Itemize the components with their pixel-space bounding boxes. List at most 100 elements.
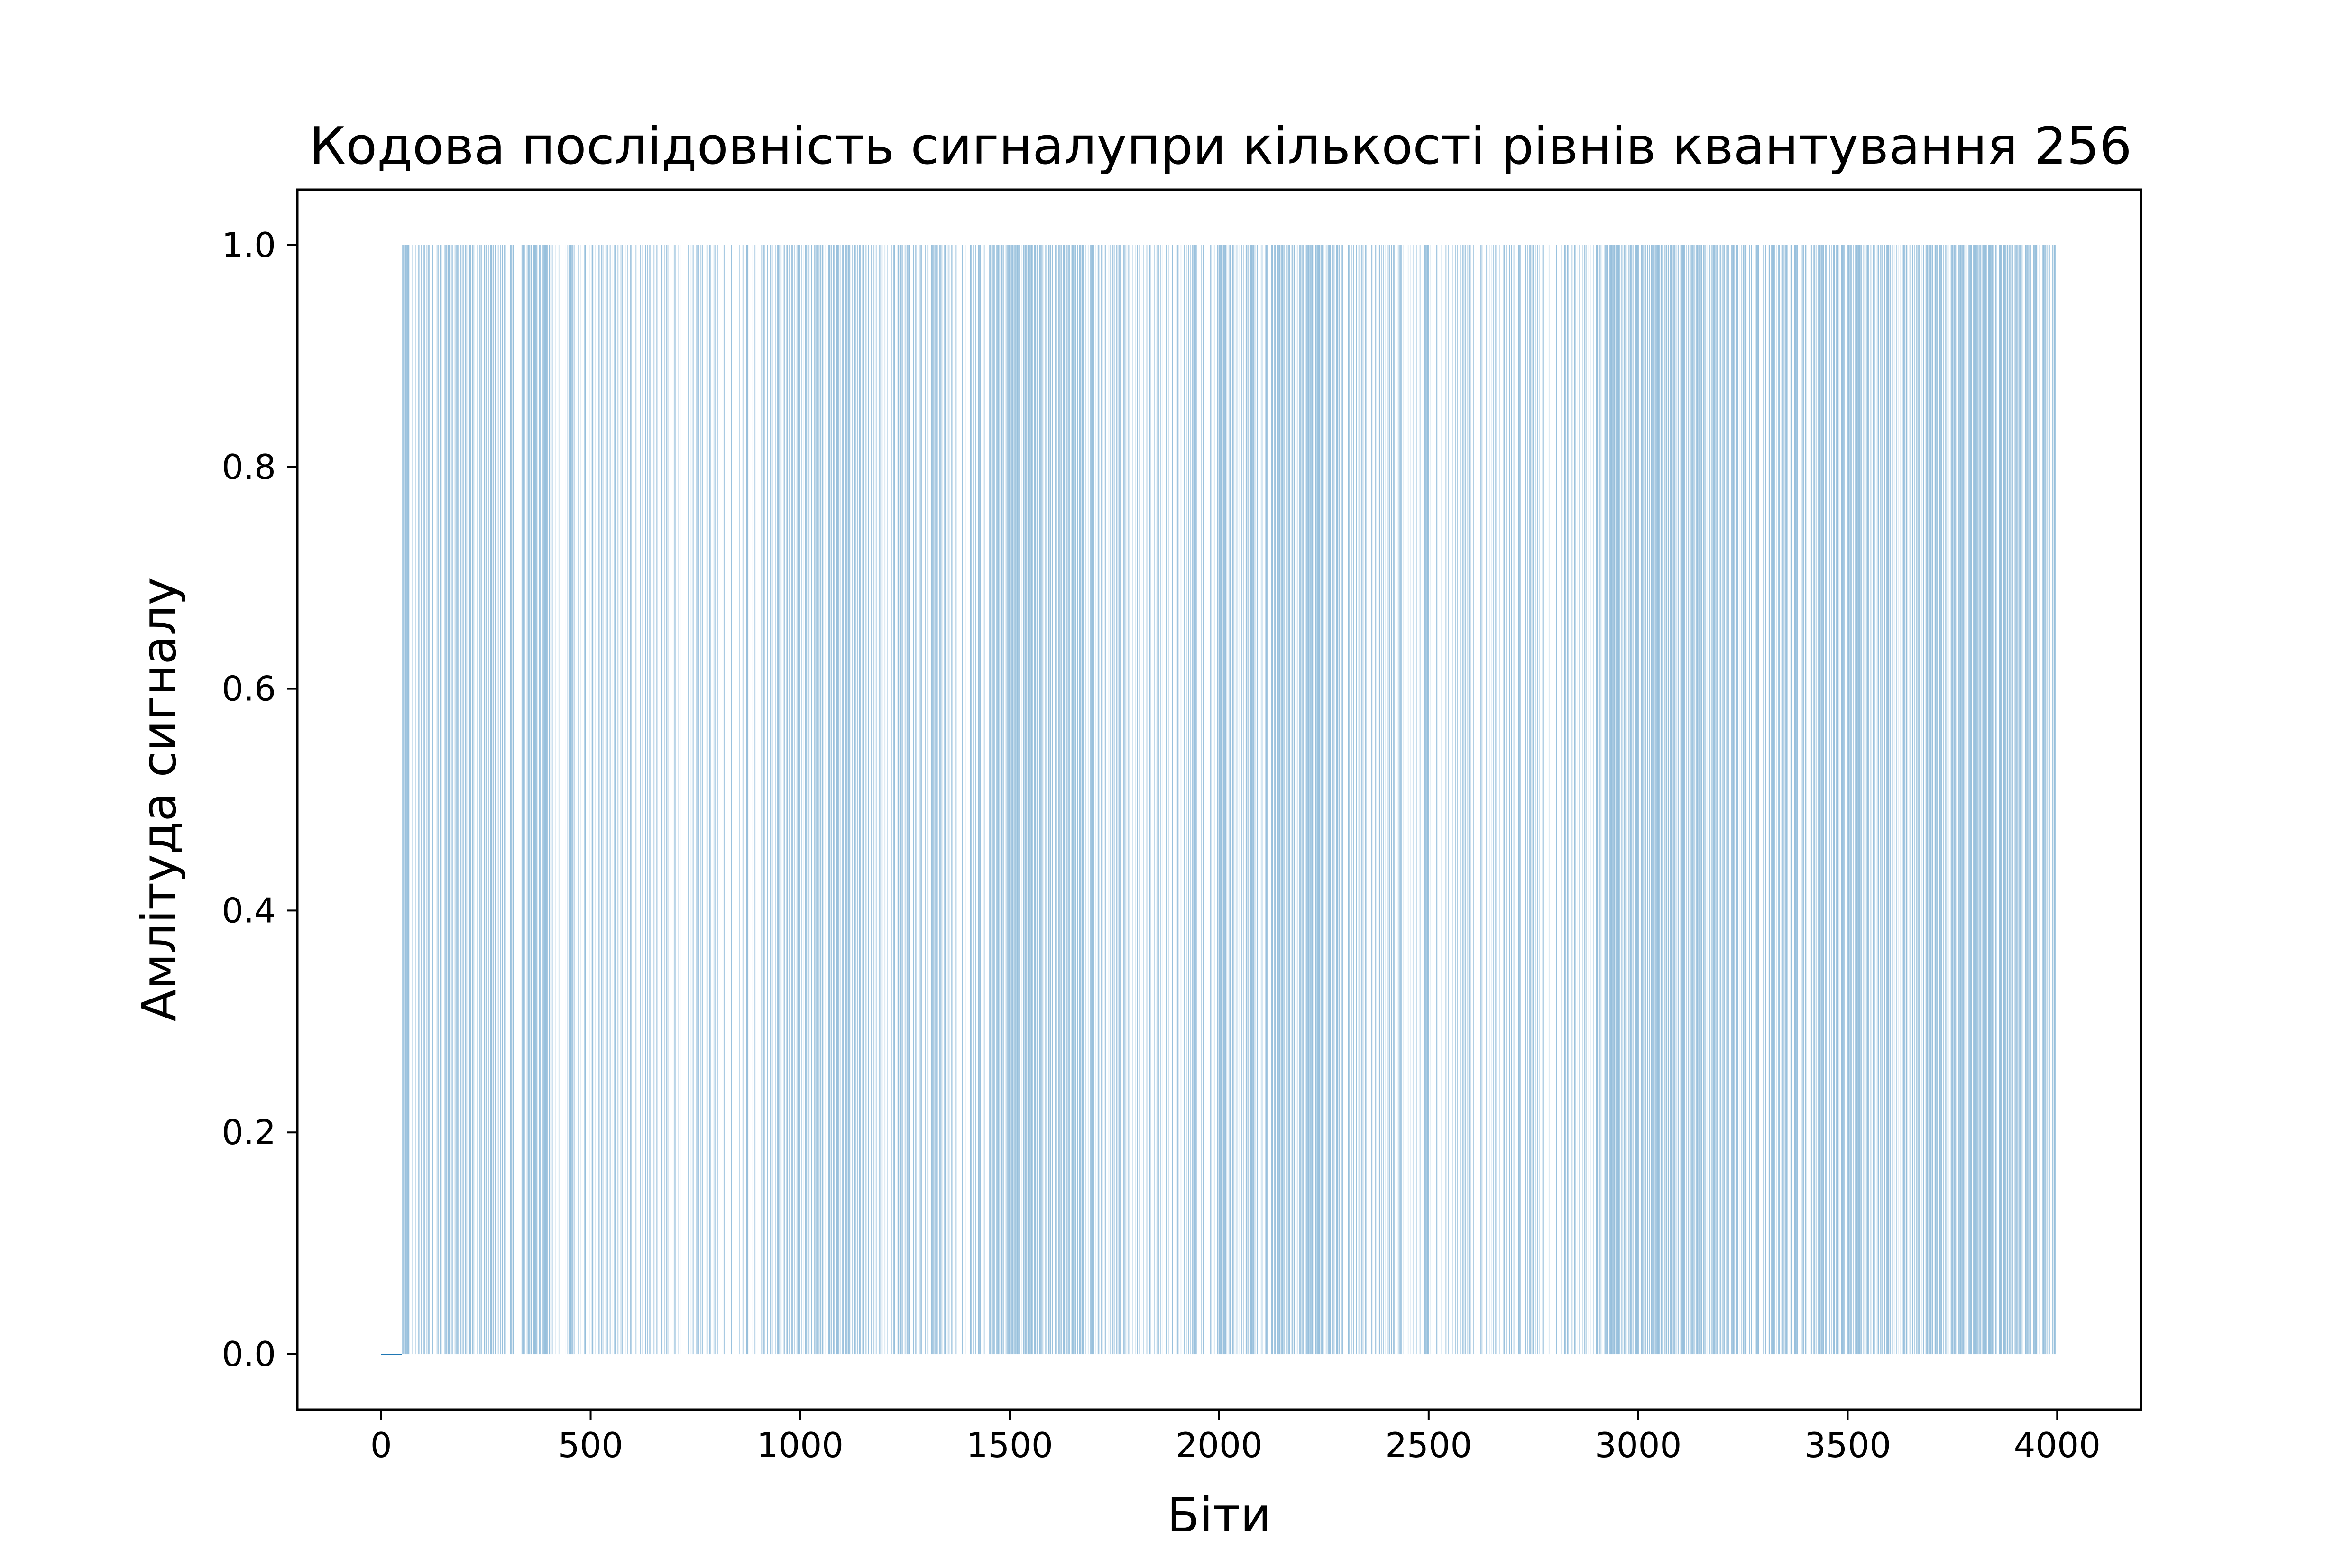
bit-bar (542, 245, 543, 1355)
bit-bar (1692, 245, 1693, 1355)
bit-bar (1251, 245, 1252, 1355)
bit-bar (871, 245, 872, 1355)
bit-bar (1221, 245, 1222, 1355)
bit-bar (1356, 245, 1357, 1355)
bit-bar (2044, 245, 2045, 1355)
bit-bar (1059, 245, 1060, 1355)
bit-bar (1758, 245, 1759, 1355)
bit-bar (1904, 245, 1905, 1355)
bit-bar (1932, 245, 1933, 1355)
bit-bar (787, 245, 788, 1355)
bit-bar (470, 245, 471, 1355)
bit-bar (1713, 245, 1714, 1355)
bit-bar (1226, 245, 1227, 1355)
bit-bar (1857, 245, 1858, 1355)
bit-bar (1333, 245, 1334, 1355)
bit-bar (432, 245, 433, 1355)
bit-bar (1936, 245, 1937, 1355)
bit-bar (1223, 245, 1224, 1355)
bit-bar (547, 245, 548, 1355)
bit-bar (2004, 245, 2005, 1355)
bit-bar (1819, 245, 1820, 1355)
bit-bar (971, 245, 972, 1355)
bit-bar (1118, 245, 1119, 1355)
bit-bar (1861, 245, 1862, 1355)
bit-bar (522, 245, 523, 1355)
bit-bar (1075, 245, 1076, 1355)
x-axis-ticks: 0 500 1000 1500 2000 2500 3000 3500 4000 (370, 1410, 2101, 1465)
bit-bar (440, 245, 441, 1355)
bit-bar (1188, 245, 1189, 1355)
bit-bar (1878, 245, 1879, 1355)
bit-bar (1040, 245, 1041, 1355)
bit-bar (1064, 245, 1065, 1355)
bit-bar (920, 245, 921, 1355)
bit-bar (1008, 245, 1009, 1355)
bit-bar (945, 245, 946, 1355)
bit-bar (484, 245, 485, 1355)
bit-bar (1850, 245, 1851, 1355)
bit-bar (1249, 245, 1250, 1355)
bit-bar (1463, 245, 1464, 1355)
bit-bar (1659, 245, 1660, 1355)
bit-bar (836, 245, 837, 1355)
bit-bar (412, 245, 413, 1355)
bit-bar (1611, 245, 1612, 1355)
bit-bar (1306, 245, 1307, 1355)
bit-bar (1926, 245, 1927, 1355)
bit-bar (1028, 245, 1029, 1355)
bit-bar (1567, 245, 1568, 1355)
bit-bar (1821, 245, 1822, 1355)
bit-bar (1275, 245, 1276, 1355)
bit-bar (828, 245, 829, 1355)
bit-bar (1329, 245, 1330, 1355)
bit-bar (1756, 245, 1757, 1355)
bit-bar (852, 245, 853, 1355)
bit-bar (1939, 245, 1940, 1355)
bit-bar (1604, 245, 1605, 1355)
bit-bar (1556, 245, 1557, 1355)
bit-bar (908, 245, 909, 1355)
bit-bar (569, 245, 570, 1355)
bit-bar (2000, 245, 2001, 1355)
bit-bar (1636, 245, 1637, 1355)
bit-bar (1278, 245, 1279, 1355)
bit-bar (1251, 245, 1252, 1355)
bit-bar (1246, 245, 1247, 1355)
bit-bar (698, 245, 699, 1355)
bit-bar (1823, 245, 1824, 1355)
bit-bar (1826, 245, 1827, 1355)
bit-bar (1999, 245, 2000, 1355)
bit-bar (1455, 245, 1456, 1355)
y-tick-label: 0.6 (221, 669, 276, 709)
bit-bar (1916, 245, 1917, 1355)
bit-bar (1963, 245, 1964, 1355)
bit-bar (1617, 245, 1618, 1355)
bit-bar (1093, 245, 1094, 1355)
bit-bar (441, 245, 442, 1355)
bit-bar (1979, 245, 1980, 1355)
bit-bar (1271, 245, 1272, 1355)
bit-bar (1671, 245, 1672, 1355)
bit-bar (1509, 245, 1510, 1355)
y-axis-label: Амлітуда сигналу (131, 577, 187, 1021)
bit-bar (2054, 245, 2055, 1355)
bit-bar (585, 245, 586, 1355)
bit-bar (1684, 245, 1685, 1355)
bit-bar (455, 245, 456, 1355)
bit-bar (1527, 245, 1528, 1355)
bit-bar (1083, 245, 1084, 1355)
bit-bar (1041, 245, 1042, 1355)
bit-bar (2019, 245, 2020, 1355)
bit-bar (993, 245, 994, 1355)
bit-bar (621, 245, 622, 1355)
bit-bar (1129, 245, 1130, 1355)
bit-bar (1637, 245, 1638, 1355)
bit-bar (1927, 245, 1928, 1355)
bit-bar (1457, 245, 1458, 1355)
bit-bar (1672, 245, 1673, 1355)
bit-bar (833, 245, 834, 1355)
bit-bar (1688, 245, 1689, 1355)
bit-bar (1749, 245, 1750, 1355)
bit-bar (1709, 245, 1710, 1355)
